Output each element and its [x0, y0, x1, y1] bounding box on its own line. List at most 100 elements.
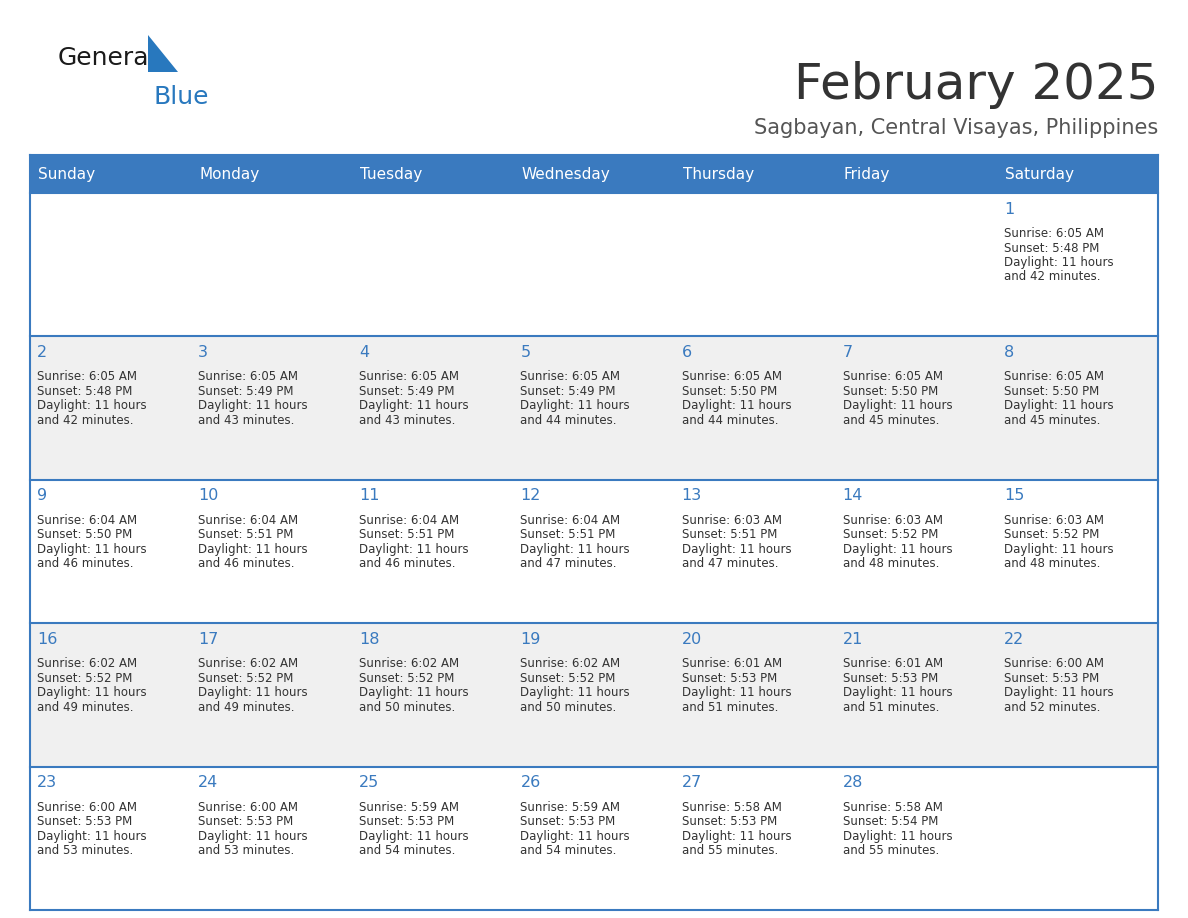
- Bar: [835, 155, 997, 193]
- Text: 16: 16: [37, 632, 57, 646]
- Bar: [30, 623, 1158, 767]
- Text: Daylight: 11 hours: Daylight: 11 hours: [682, 830, 791, 843]
- Text: Sunset: 5:53 PM: Sunset: 5:53 PM: [842, 672, 939, 685]
- Text: and 45 minutes.: and 45 minutes.: [1004, 414, 1100, 427]
- Text: Sunrise: 6:05 AM: Sunrise: 6:05 AM: [1004, 227, 1104, 240]
- Text: Daylight: 11 hours: Daylight: 11 hours: [198, 830, 308, 843]
- Text: Sunset: 5:51 PM: Sunset: 5:51 PM: [520, 528, 615, 542]
- Text: Sunset: 5:52 PM: Sunset: 5:52 PM: [1004, 528, 1099, 542]
- Text: and 43 minutes.: and 43 minutes.: [359, 414, 456, 427]
- Bar: [30, 193, 1158, 336]
- Bar: [675, 155, 835, 193]
- Text: and 42 minutes.: and 42 minutes.: [1004, 271, 1100, 284]
- Text: Blue: Blue: [153, 85, 209, 109]
- Text: 18: 18: [359, 632, 380, 646]
- Text: Daylight: 11 hours: Daylight: 11 hours: [1004, 256, 1113, 269]
- Text: Sunrise: 6:03 AM: Sunrise: 6:03 AM: [682, 514, 782, 527]
- Text: Friday: Friday: [843, 166, 890, 182]
- Text: 11: 11: [359, 488, 380, 503]
- Text: Sunrise: 6:00 AM: Sunrise: 6:00 AM: [198, 800, 298, 813]
- Text: 20: 20: [682, 632, 702, 646]
- Text: and 43 minutes.: and 43 minutes.: [198, 414, 295, 427]
- Text: 19: 19: [520, 632, 541, 646]
- Text: Sunset: 5:48 PM: Sunset: 5:48 PM: [1004, 241, 1099, 254]
- Text: Daylight: 11 hours: Daylight: 11 hours: [37, 543, 146, 555]
- Text: Daylight: 11 hours: Daylight: 11 hours: [37, 830, 146, 843]
- Text: 6: 6: [682, 345, 691, 360]
- Text: Sunset: 5:49 PM: Sunset: 5:49 PM: [520, 385, 615, 397]
- Text: 14: 14: [842, 488, 864, 503]
- Text: and 49 minutes.: and 49 minutes.: [198, 700, 295, 713]
- Bar: [30, 767, 1158, 910]
- Bar: [30, 155, 191, 193]
- Text: Sunrise: 6:02 AM: Sunrise: 6:02 AM: [198, 657, 298, 670]
- Text: 17: 17: [198, 632, 219, 646]
- Text: General: General: [58, 46, 157, 70]
- Text: Daylight: 11 hours: Daylight: 11 hours: [1004, 543, 1113, 555]
- Text: and 48 minutes.: and 48 minutes.: [1004, 557, 1100, 570]
- Text: Sunrise: 6:05 AM: Sunrise: 6:05 AM: [1004, 370, 1104, 384]
- Text: and 45 minutes.: and 45 minutes.: [842, 414, 939, 427]
- Text: Monday: Monday: [200, 166, 259, 182]
- Text: 12: 12: [520, 488, 541, 503]
- Text: Sunset: 5:53 PM: Sunset: 5:53 PM: [1004, 672, 1099, 685]
- Text: Sunrise: 6:01 AM: Sunrise: 6:01 AM: [682, 657, 782, 670]
- Text: Daylight: 11 hours: Daylight: 11 hours: [842, 399, 953, 412]
- Text: Daylight: 11 hours: Daylight: 11 hours: [842, 543, 953, 555]
- Text: Sunset: 5:51 PM: Sunset: 5:51 PM: [359, 528, 455, 542]
- Text: Wednesday: Wednesday: [522, 166, 611, 182]
- Text: and 47 minutes.: and 47 minutes.: [520, 557, 617, 570]
- Text: Daylight: 11 hours: Daylight: 11 hours: [842, 830, 953, 843]
- Text: Thursday: Thursday: [683, 166, 753, 182]
- Text: Sunrise: 6:04 AM: Sunrise: 6:04 AM: [198, 514, 298, 527]
- Text: Sunrise: 6:03 AM: Sunrise: 6:03 AM: [1004, 514, 1104, 527]
- Text: Sunset: 5:51 PM: Sunset: 5:51 PM: [682, 528, 777, 542]
- Text: Sunrise: 6:05 AM: Sunrise: 6:05 AM: [198, 370, 298, 384]
- Text: Daylight: 11 hours: Daylight: 11 hours: [198, 543, 308, 555]
- Text: and 46 minutes.: and 46 minutes.: [359, 557, 456, 570]
- Text: Sunset: 5:48 PM: Sunset: 5:48 PM: [37, 385, 132, 397]
- Text: Sunrise: 6:05 AM: Sunrise: 6:05 AM: [842, 370, 943, 384]
- Text: Tuesday: Tuesday: [360, 166, 423, 182]
- Text: Sunrise: 6:04 AM: Sunrise: 6:04 AM: [520, 514, 620, 527]
- Text: 13: 13: [682, 488, 702, 503]
- Text: 21: 21: [842, 632, 864, 646]
- Text: Daylight: 11 hours: Daylight: 11 hours: [359, 830, 469, 843]
- Text: Sunrise: 6:04 AM: Sunrise: 6:04 AM: [359, 514, 460, 527]
- Text: Sunrise: 6:05 AM: Sunrise: 6:05 AM: [682, 370, 782, 384]
- Text: Daylight: 11 hours: Daylight: 11 hours: [359, 686, 469, 700]
- Text: Daylight: 11 hours: Daylight: 11 hours: [842, 686, 953, 700]
- Text: Sunset: 5:50 PM: Sunset: 5:50 PM: [842, 385, 939, 397]
- Text: 22: 22: [1004, 632, 1024, 646]
- Text: Sunset: 5:53 PM: Sunset: 5:53 PM: [520, 815, 615, 828]
- Text: Sunrise: 5:59 AM: Sunrise: 5:59 AM: [359, 800, 460, 813]
- Text: Sunset: 5:53 PM: Sunset: 5:53 PM: [682, 672, 777, 685]
- Text: Sunrise: 6:02 AM: Sunrise: 6:02 AM: [359, 657, 460, 670]
- Text: Sunset: 5:50 PM: Sunset: 5:50 PM: [682, 385, 777, 397]
- Text: Sunrise: 6:00 AM: Sunrise: 6:00 AM: [37, 800, 137, 813]
- Text: Sunset: 5:49 PM: Sunset: 5:49 PM: [359, 385, 455, 397]
- Text: 3: 3: [198, 345, 208, 360]
- Text: 26: 26: [520, 775, 541, 790]
- Text: Daylight: 11 hours: Daylight: 11 hours: [37, 686, 146, 700]
- Text: and 54 minutes.: and 54 minutes.: [520, 844, 617, 857]
- Text: 9: 9: [37, 488, 48, 503]
- Text: Sunset: 5:52 PM: Sunset: 5:52 PM: [842, 528, 939, 542]
- Text: and 49 minutes.: and 49 minutes.: [37, 700, 133, 713]
- Text: Sunrise: 6:01 AM: Sunrise: 6:01 AM: [842, 657, 943, 670]
- Text: and 44 minutes.: and 44 minutes.: [682, 414, 778, 427]
- Text: Sunrise: 6:02 AM: Sunrise: 6:02 AM: [520, 657, 620, 670]
- Text: Daylight: 11 hours: Daylight: 11 hours: [37, 399, 146, 412]
- Text: 1: 1: [1004, 201, 1015, 217]
- Text: and 46 minutes.: and 46 minutes.: [37, 557, 133, 570]
- Text: Daylight: 11 hours: Daylight: 11 hours: [198, 686, 308, 700]
- Text: Sunday: Sunday: [38, 166, 95, 182]
- Text: and 51 minutes.: and 51 minutes.: [682, 700, 778, 713]
- Text: 15: 15: [1004, 488, 1024, 503]
- Text: 5: 5: [520, 345, 531, 360]
- Bar: [30, 336, 1158, 480]
- Text: 7: 7: [842, 345, 853, 360]
- Text: Sunrise: 5:59 AM: Sunrise: 5:59 AM: [520, 800, 620, 813]
- Bar: [353, 155, 513, 193]
- Text: and 48 minutes.: and 48 minutes.: [842, 557, 939, 570]
